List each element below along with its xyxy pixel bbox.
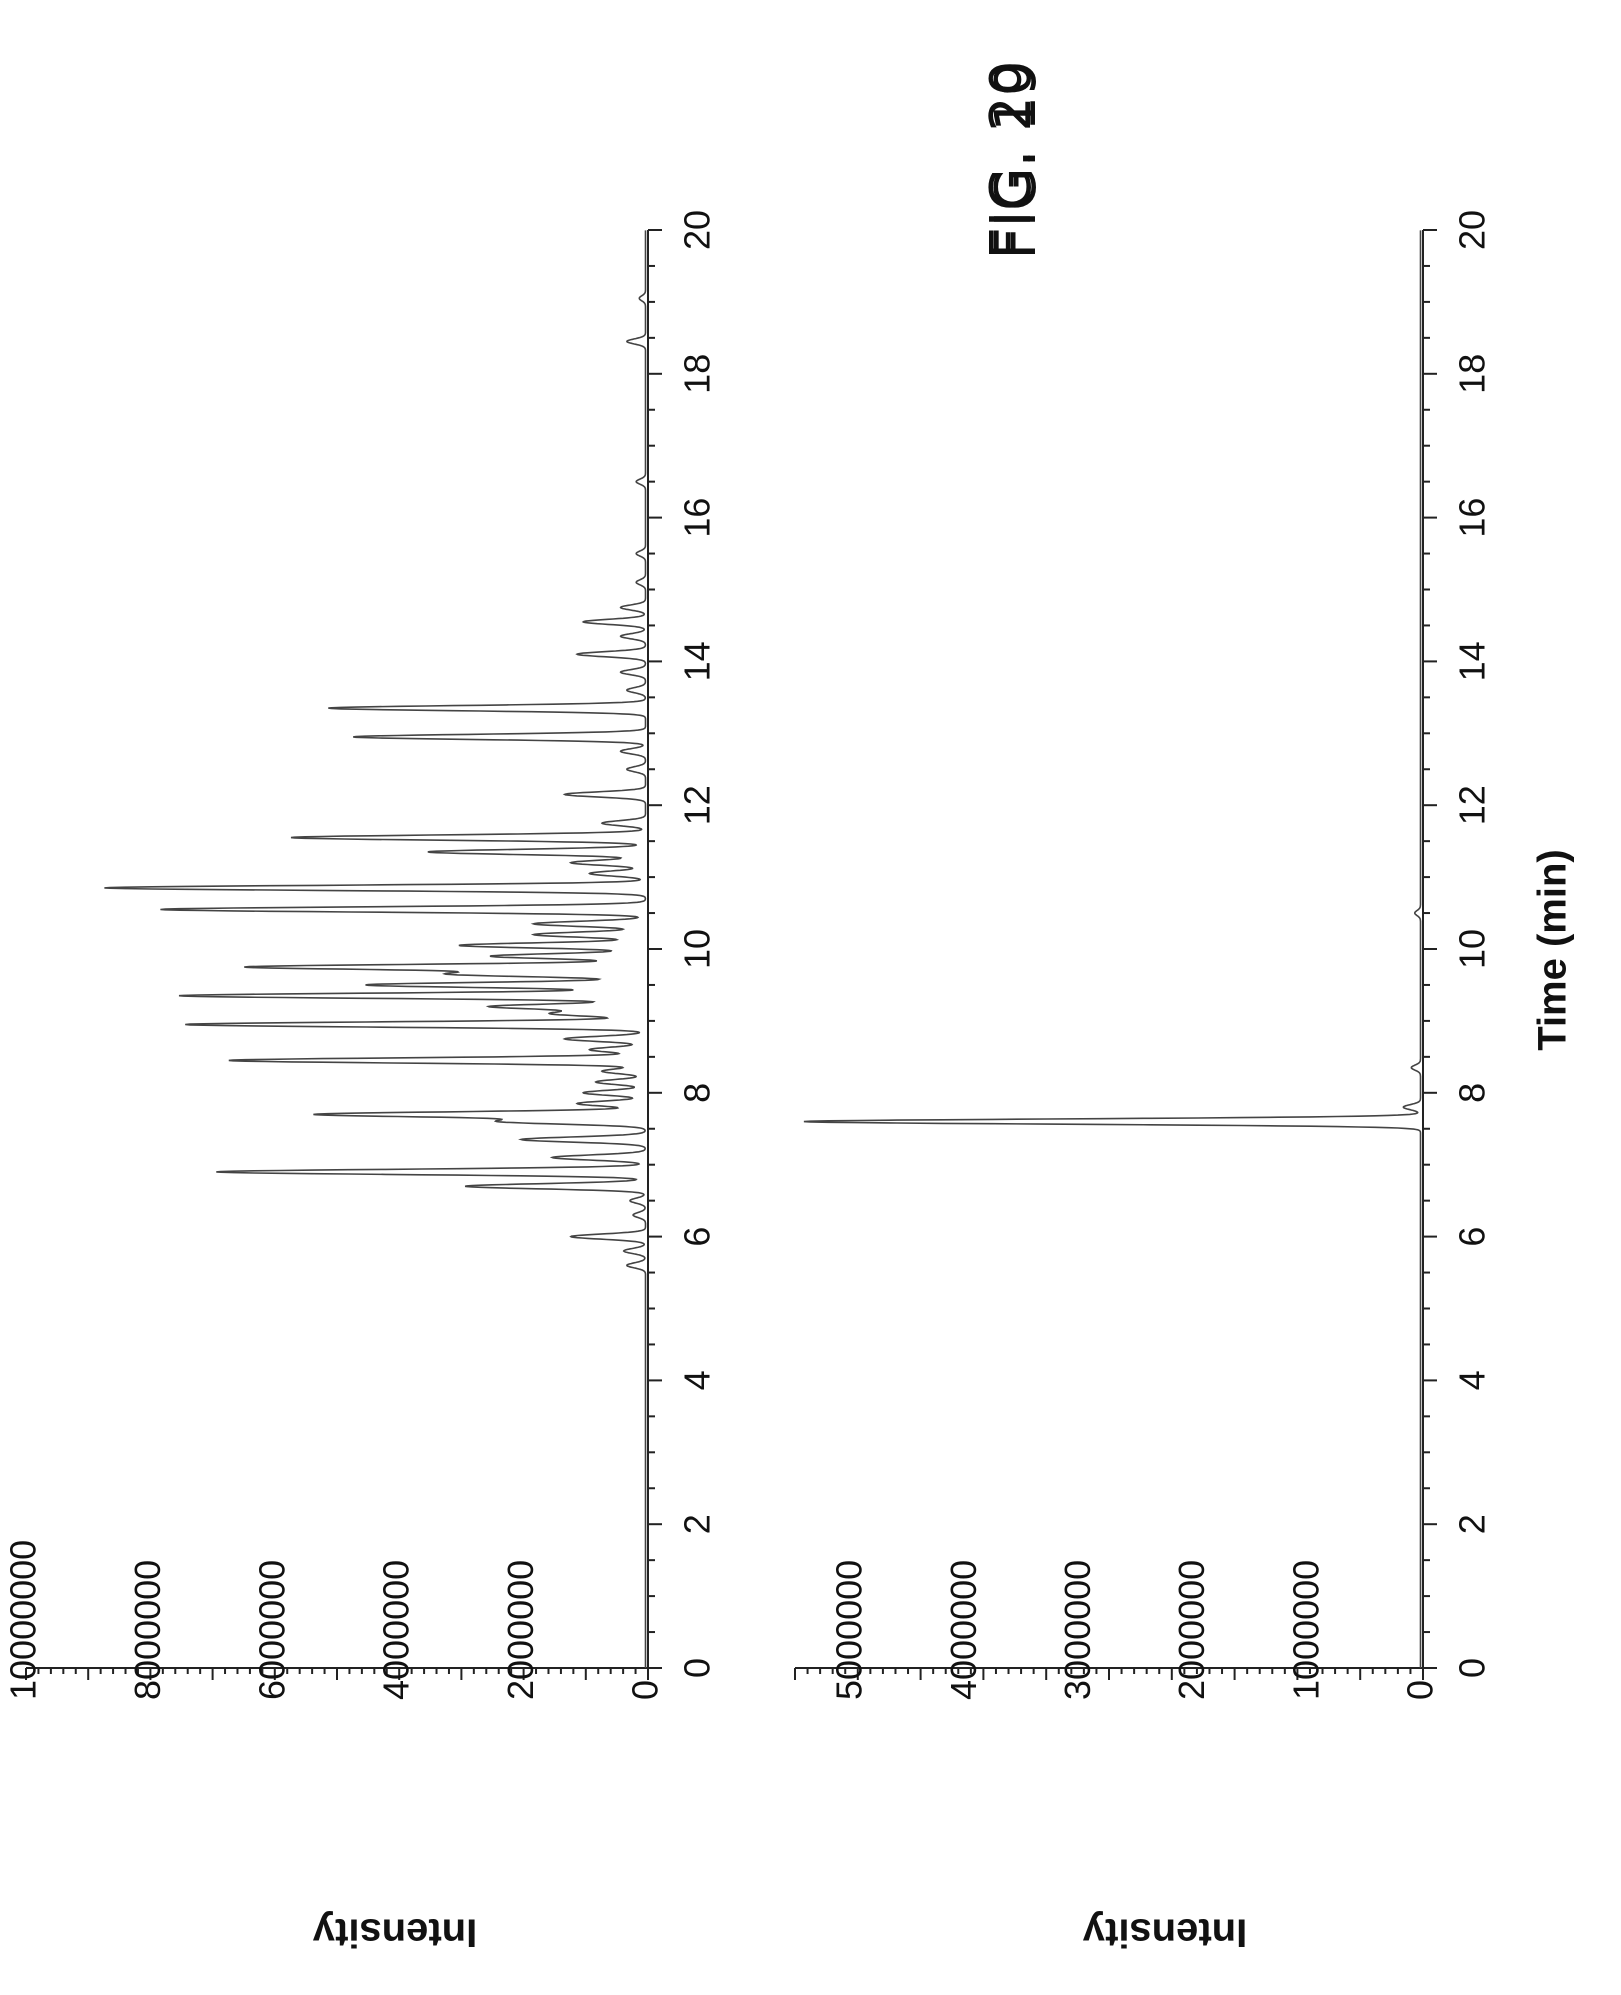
time-tick-label: 4 [677, 1370, 718, 1390]
time-tick-label: 6 [1452, 1227, 1493, 1247]
intensity-tick-label: 5000000 [829, 1560, 870, 1700]
time-tick-label: 16 [1452, 498, 1493, 538]
intensity-tick-label: 0 [625, 1680, 666, 1700]
time-tick-label: 20 [1452, 210, 1493, 250]
intensity-axis-title: Intensity [1082, 1910, 1247, 1954]
time-tick-label: 8 [677, 1083, 718, 1103]
intensity-tick-label: 4000000 [943, 1560, 984, 1700]
time-tick-label: 18 [1452, 354, 1493, 394]
intensity-tick-label: 6000000 [251, 1560, 292, 1700]
time-tick-label: 12 [1452, 785, 1493, 825]
figure-title: FIG. 20 [979, 61, 1044, 260]
time-tick-label: 2 [677, 1514, 718, 1534]
time-tick-label: 10 [1452, 929, 1493, 969]
time-tick-label: 4 [1452, 1370, 1493, 1390]
time-tick-label: 0 [677, 1658, 718, 1678]
time-tick-label: 6 [677, 1227, 718, 1247]
time-tick-label: 14 [1452, 641, 1493, 681]
intensity-axis-title: Intensity [312, 1910, 477, 1954]
time-tick-label: 14 [677, 641, 718, 681]
intensity-tick-label: 3000000 [1057, 1560, 1098, 1700]
chromatogram-trace [803, 230, 1422, 1668]
time-tick-label: 8 [1452, 1083, 1493, 1103]
chart-fig-20: 0 2 4 6 8 10 12 14 16 18 20 0 1000000 2000000 3000000 4… [794, 61, 1575, 1954]
time-tick-label: 12 [677, 785, 718, 825]
figure-title: FIG. 19 [984, 61, 1049, 260]
intensity-tick-label: 0 [1400, 1680, 1441, 1700]
chromatogram-trace [104, 230, 647, 1668]
intensity-tick-label: 2000000 [1171, 1560, 1212, 1700]
intensity-tick-label: 2000000 [500, 1560, 541, 1700]
intensity-tick-label: 10000000 [3, 1540, 44, 1700]
time-axis-title: Time (min) [1531, 849, 1575, 1051]
time-tick-label: 0 [1452, 1658, 1493, 1678]
time-tick-label: 16 [677, 498, 718, 538]
intensity-tick-label: 8000000 [127, 1560, 168, 1700]
time-tick-label: 10 [677, 929, 718, 969]
time-tick-label: 18 [677, 354, 718, 394]
intensity-tick-label: 1000000 [1285, 1560, 1326, 1700]
time-tick-label: 2 [1452, 1514, 1493, 1534]
time-tick-label: 20 [677, 210, 718, 250]
intensity-tick-label: 4000000 [376, 1560, 417, 1700]
chart-fig-19: 0 2 4 6 8 10 12 14 16 18 20 0 2000000 4000000 6000000 8… [3, 61, 1050, 1955]
